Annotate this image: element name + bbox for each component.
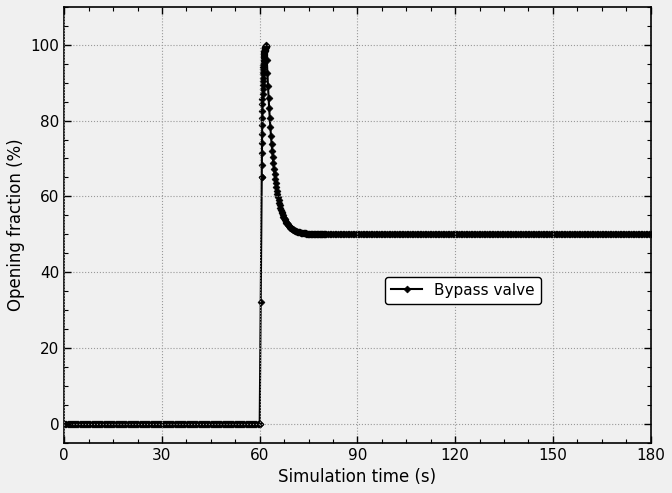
Bypass valve <box>411 231 419 237</box>
Legend: Bypass valve: Bypass valve <box>385 277 541 304</box>
X-axis label: Simulation time (s): Simulation time (s) <box>278 468 437 486</box>
Bypass valve <box>470 231 478 237</box>
Bypass valve <box>253 421 261 426</box>
Line: Bypass valve: Bypass valve <box>62 42 653 426</box>
Bypass valve <box>262 42 270 48</box>
Bypass valve <box>646 231 655 237</box>
Bypass valve <box>60 421 69 426</box>
Y-axis label: Opening fraction (%): Opening fraction (%) <box>7 139 25 311</box>
Bypass valve <box>399 231 407 237</box>
Bypass valve <box>282 219 290 225</box>
Bypass valve <box>117 421 125 426</box>
